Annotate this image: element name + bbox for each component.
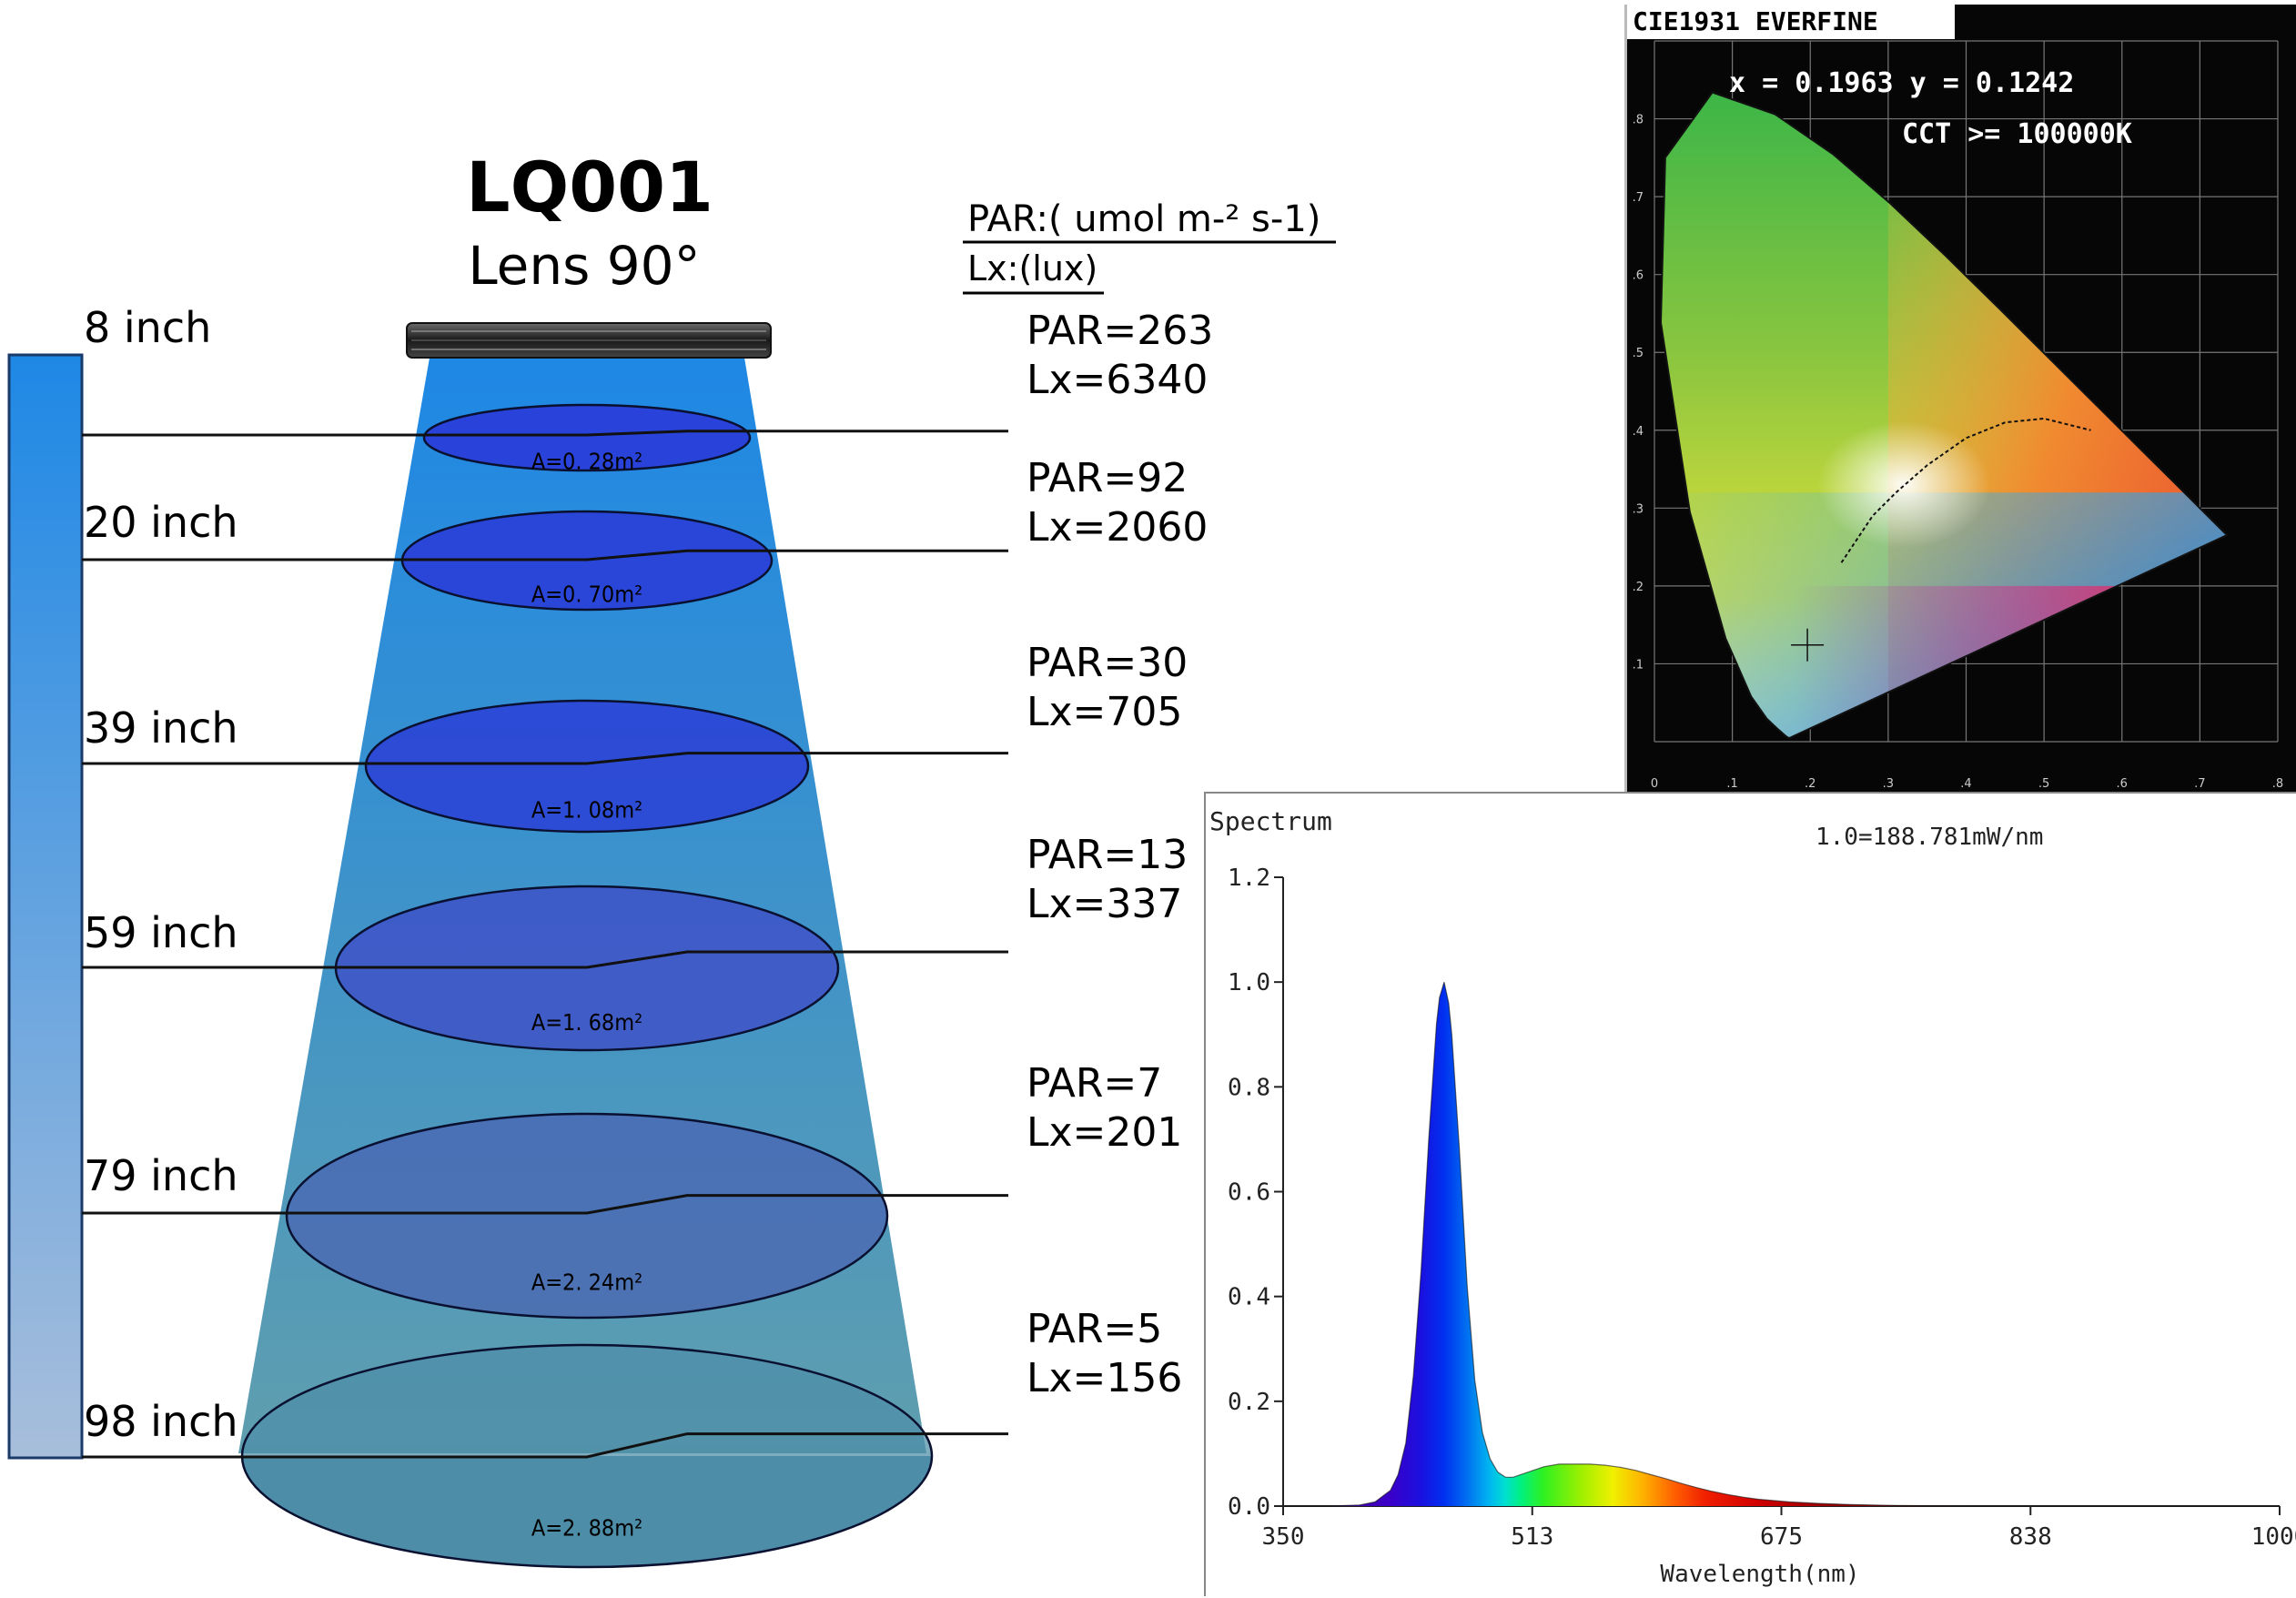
lux-value: Lx=705 [1027,689,1182,735]
cie-header: CIE1931 EVERFINE [1633,6,1878,36]
x-tick-label: 675 [1760,1523,1803,1551]
cie-x-tick: .1 [1726,777,1737,791]
y-tick-label: 1.0 [1228,969,1270,996]
cie-x-tick: .7 [2194,777,2205,791]
spectrum-line [1283,982,2280,1507]
distance-scale-bar [7,353,84,1460]
leader-line [82,950,1008,969]
distance-label: 98 inch [84,1397,238,1446]
y-tick-label: 1.2 [1228,865,1270,892]
spectrum-annotation: 1.0=188.781mW/nm [1816,824,2043,851]
distance-label: 59 inch [84,908,238,957]
cie-white-point [1817,420,1990,549]
cie-y-tick: .2 [1633,581,1644,594]
spectrum-chart-panel: Spectrum 1.0=188.781mW/nm Wavelength(nm)… [1204,792,2296,1596]
lux-value: Lx=201 [1027,1109,1182,1156]
y-tick-label: 0.4 [1228,1284,1270,1311]
par-value: PAR=7 [1027,1060,1162,1107]
leader-line [82,752,1008,765]
cie-planckian-locus [1840,417,2091,563]
cie-header-box [1627,5,1955,39]
x-axis-label: Wavelength(nm) [1660,1561,1859,1588]
cie-x-tick: .4 [1960,777,1971,791]
y-tick-label: 0.8 [1228,1074,1270,1101]
cie-y-tick: .1 [1633,658,1644,672]
lux-value: Lx=156 [1027,1355,1182,1401]
coverage-ellipse [422,403,752,472]
distance-label: 20 inch [84,498,238,547]
cie-y-tick: .5 [1633,347,1644,360]
cie-y-tick: .6 [1633,269,1644,283]
leader-line [82,1432,1008,1459]
x-tick-label: 1000 [2251,1523,2296,1551]
x-tick-label: 513 [1511,1523,1553,1551]
par-unit-label: PAR:( umol m-² s-1) [967,198,1320,240]
area-label: A=0. 70m² [531,581,642,607]
y-tick-label: 0.6 [1228,1179,1270,1207]
par-value: PAR=30 [1027,640,1188,686]
cie-coordinates: x = 0.1963 y = 0.1242 [1729,67,2074,99]
leader-line [82,1194,1008,1215]
distance-label: 8 inch [84,303,211,352]
par-value: PAR=5 [1027,1306,1162,1352]
leader-line [82,430,1008,437]
cie-x-tick: .5 [2038,777,2049,791]
par-value: PAR=263 [1027,308,1213,354]
cie-y-tick: .7 [1633,191,1644,205]
par-value: PAR=13 [1027,832,1188,878]
lux-value: Lx=6340 [1027,357,1208,403]
coverage-ellipse [285,1112,889,1320]
cie-spectral-locus [1659,91,2229,739]
cie-x-tick: .8 [2272,777,2283,791]
lux-unit-label: Lx:(lux) [967,248,1097,288]
cie-x-tick: .6 [2117,777,2128,791]
area-label: A=1. 68m² [531,1009,642,1036]
spectrum-title: Spectrum [1209,806,1332,836]
lamp-fixture [406,322,772,359]
coverage-ellipse [364,699,810,834]
area-label: A=2. 88m² [531,1515,642,1542]
cie-x-tick: .2 [1805,777,1816,791]
leader-line [82,549,1008,561]
x-tick-label: 350 [1262,1523,1305,1551]
cie-y-tick: .4 [1633,425,1644,439]
cie-cct: CCT >= 100000K [1902,118,2132,150]
cie-y-tick: .3 [1633,502,1644,516]
cie-chromaticity-panel: 0 .1 .2 .3 .4 .5 .6 .7 .8 .1 .2 .3 .4 .5 .6 .7 .8 CIE193… [1624,5,2296,796]
distance-label: 79 inch [84,1151,238,1200]
model-title: LQ001 [466,147,713,228]
y-tick-label: 0.0 [1228,1493,1270,1521]
lens-angle: Lens 90° [468,235,700,297]
distance-label: 39 inch [84,703,238,753]
cie-x-tick: .3 [1883,777,1894,791]
spectrum-area [1283,982,2280,1506]
cie-y-tick: .8 [1633,114,1644,127]
y-tick-label: 0.2 [1228,1389,1270,1416]
lux-value: Lx=337 [1027,881,1182,927]
area-label: A=0. 28m² [531,448,642,474]
x-tick-label: 838 [2009,1523,2052,1551]
area-label: A=2. 24m² [531,1269,642,1295]
area-label: A=1. 08m² [531,797,642,824]
lux-value: Lx=2060 [1027,504,1208,551]
cie-gamut-pink [1795,585,2228,738]
cie-x-tick: 0 [1651,777,1658,791]
par-value: PAR=92 [1027,455,1188,501]
